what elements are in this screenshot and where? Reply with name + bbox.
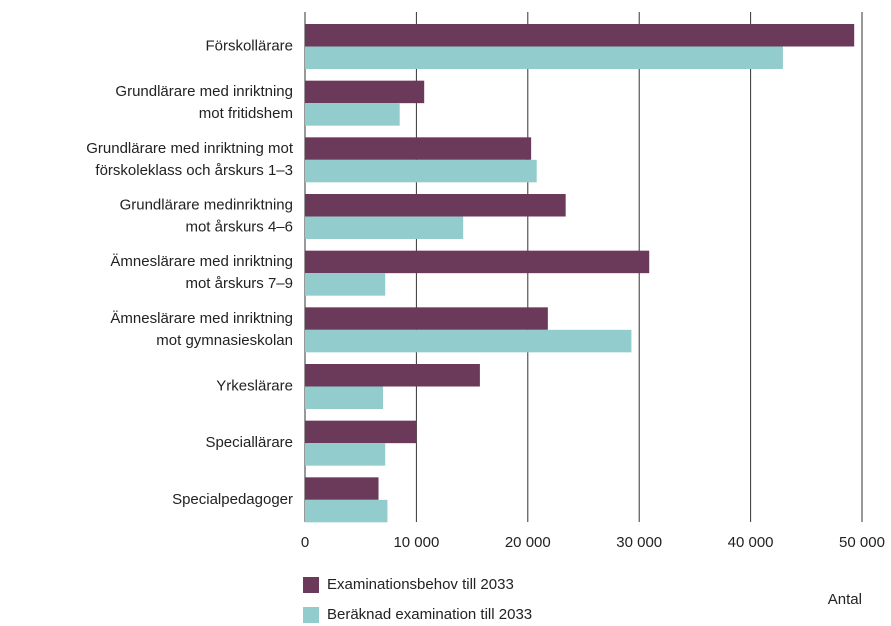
legend-label: Beräknad examination till 2033 <box>327 606 532 623</box>
bar <box>305 499 388 523</box>
bar <box>305 103 400 126</box>
y-tick-label: Grundlärare med inriktning mot fritidshem <box>115 83 293 122</box>
y-tick-label: Yrkeslärare <box>216 377 293 394</box>
bar <box>305 250 650 274</box>
y-tick-label: Speciallärare <box>205 434 293 451</box>
bar <box>305 137 532 160</box>
x-tick-label: 30 000 <box>616 534 662 551</box>
bar <box>305 443 386 466</box>
bar <box>305 386 383 409</box>
bar <box>305 159 537 183</box>
bar <box>305 216 464 239</box>
bar <box>305 194 566 217</box>
bar <box>305 46 783 69</box>
y-tick-label: Grundlärare medinriktning mot årskurs 4–6 <box>120 196 293 235</box>
bar <box>305 329 632 353</box>
y-tick-label: Förskollärare <box>205 37 293 54</box>
bar <box>305 307 548 330</box>
bar <box>305 273 386 296</box>
x-tick-label: 10 000 <box>393 534 439 551</box>
legend-swatch <box>303 607 319 623</box>
bar <box>305 420 417 444</box>
x-tick-label: 50 000 <box>839 534 885 551</box>
legend-label: Examinationsbehov till 2033 <box>327 576 514 593</box>
x-axis-label: Antal <box>828 591 862 608</box>
x-tick-label: 20 000 <box>505 534 551 551</box>
bar <box>305 24 855 47</box>
bar <box>305 477 379 500</box>
bar <box>305 364 480 387</box>
bar <box>305 80 425 104</box>
y-tick-label: Ämneslärare med inriktning mot årskurs 7–… <box>110 253 293 292</box>
y-tick-label: Grundlärare med inriktning mot förskolekl… <box>86 140 294 179</box>
y-tick-label: Ämneslärare med inriktning mot gymnasiesk… <box>110 310 293 349</box>
legend-swatch <box>303 577 319 593</box>
x-tick-label: 40 000 <box>728 534 774 551</box>
y-tick-label: Specialpedagoger <box>172 491 293 508</box>
x-tick-label: 0 <box>301 534 309 551</box>
